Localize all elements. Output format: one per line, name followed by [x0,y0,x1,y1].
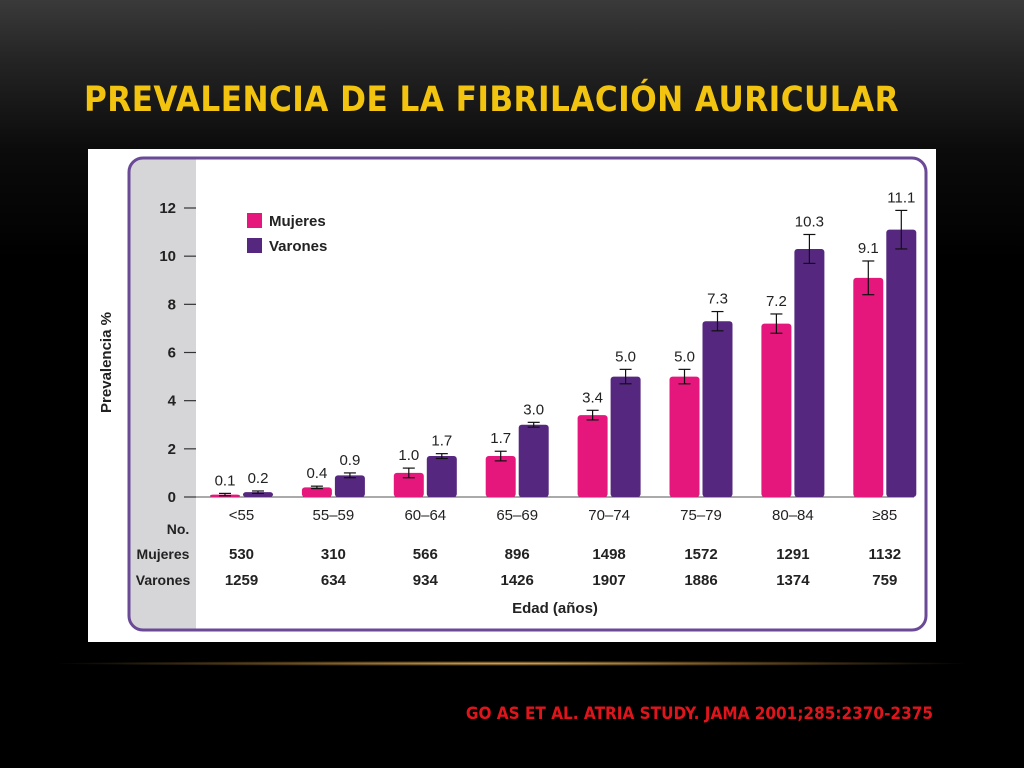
bar-varones-6 [794,248,825,497]
data-label: 7.2 [766,293,787,310]
x-tick-label: 55–59 [313,507,355,524]
x-tick-label: 65–69 [496,507,538,524]
x-tick-label: 70–74 [588,507,630,524]
legend-label: Mujeres [269,213,326,230]
bar-mujeres-3 [485,456,516,497]
chart-panel: 0 2 4 6 8 10 12 Prevalencia % 0.1 0.2 <55 0.4 0.9 55–… [88,149,936,642]
bar-chart: 0 2 4 6 8 10 12 Prevalencia % 0.1 0.2 <55 0.4 0.9 55–… [98,156,928,632]
x-tick-label: 60–64 [404,507,446,524]
table-row-label: Mujeres [137,546,190,562]
bar-mujeres-4 [577,415,608,497]
bar-varones-7 [886,229,917,498]
table-cell: 1886 [684,572,717,589]
legend-swatch-varones [247,238,262,253]
bar-mujeres-7 [853,277,884,497]
table-cell: 934 [413,572,439,589]
data-label: 0.4 [306,465,327,482]
y-axis-band [129,158,196,630]
table-cell: 1907 [592,572,625,589]
table-cell: 1259 [225,572,258,589]
data-label: 0.2 [248,470,269,487]
bar-varones-1 [334,475,365,497]
y-tick-label: 4 [168,393,177,410]
y-tick-label: 6 [168,345,176,362]
data-label: 1.7 [431,433,452,450]
data-label: 1.7 [490,430,511,447]
bar-varones-5 [702,321,733,497]
bar-varones-3 [518,424,549,497]
bar-varones-0 [243,492,273,497]
data-label: 11.1 [887,189,915,206]
table-cell: 634 [321,572,347,589]
data-label: 9.1 [858,240,879,257]
y-tick-label: 0 [168,489,176,506]
y-tick-label: 12 [159,200,176,217]
table-cell: 310 [321,546,346,563]
bar-mujeres-6 [761,323,792,497]
data-label: 0.1 [215,472,236,489]
x-tick-label: ≥85 [872,507,897,524]
bar-mujeres-5 [669,376,700,497]
table-cell: 530 [229,546,254,563]
table-header: No. [167,521,190,537]
x-axis-label: Edad (años) [512,600,598,617]
table-cell: 1374 [776,572,810,589]
y-axis-label: Prevalencia % [98,312,115,413]
legend-swatch-mujeres [247,213,262,228]
data-label: 1.0 [398,447,419,464]
y-tick-label: 10 [159,248,176,265]
data-label: 0.9 [339,452,360,469]
table-cell: 896 [505,546,530,563]
citation: GO AS ET AL. ATRIA STUDY. JAMA 2001;285:… [465,704,933,724]
y-tick-label: 2 [168,441,176,458]
table-cell: 1426 [501,572,534,589]
bar-varones-4 [610,376,641,497]
data-label: 10.3 [795,213,824,230]
bar-mujeres-1 [301,487,332,497]
table-row-label: Varones [136,572,191,588]
table-cell: 1572 [684,546,717,563]
bar-mujeres-2 [393,472,424,497]
table-cell: 566 [413,546,438,563]
divider-glow [60,661,964,666]
slide-title: PREVALENCIA DE LA FIBRILACIÓN AURICULAR [84,80,900,120]
x-tick-label: <55 [229,507,254,524]
x-tick-label: 75–79 [680,507,722,524]
table-cell: 1498 [592,546,625,563]
table-cell: 759 [872,572,897,589]
data-label: 7.3 [707,291,728,308]
table-cell: 1291 [776,546,809,563]
data-label: 3.4 [582,389,603,406]
data-label: 3.0 [523,401,544,418]
data-label: 5.0 [674,348,695,365]
chart-frame [127,156,928,632]
bar-varones-2 [426,456,457,497]
x-tick-label: 80–84 [772,507,814,524]
table-cell: 1132 [869,546,902,563]
y-tick-label: 8 [168,296,176,313]
data-label: 5.0 [615,348,636,365]
legend-label: Varones [269,238,327,255]
